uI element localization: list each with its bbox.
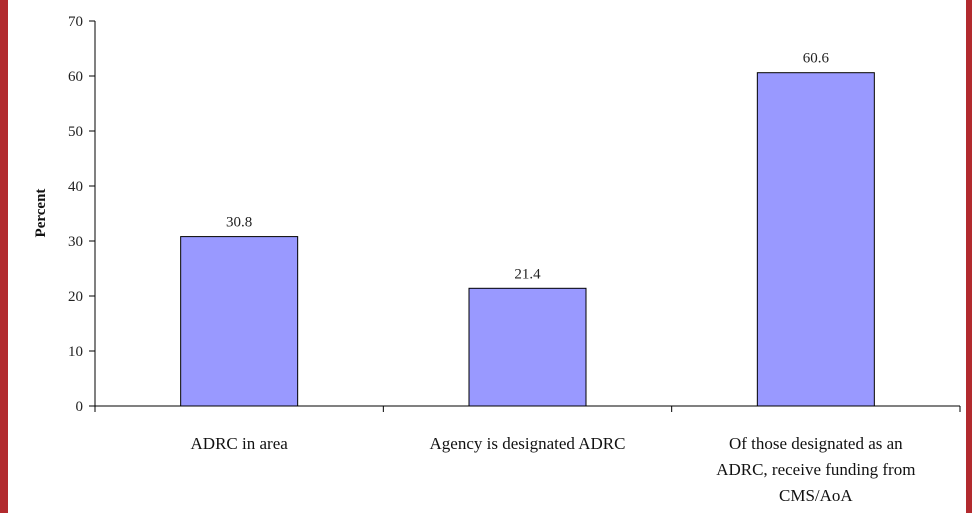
y-tick-label: 20	[68, 289, 83, 305]
bars	[180, 72, 875, 407]
category-label: ADRC, receive funding from	[716, 460, 915, 479]
data-label: 60.6	[803, 51, 830, 67]
y-tick-label: 30	[68, 234, 83, 250]
data-labels: 30.8 21.4 60.6	[226, 51, 829, 283]
data-label: 21.4	[514, 266, 541, 282]
bar	[756, 72, 875, 407]
category-label: Agency is designated ADRC	[430, 434, 626, 453]
y-tick-label: 50	[68, 124, 83, 140]
y-tick-label: 60	[68, 69, 83, 85]
y-axis-title: Percent	[33, 189, 49, 238]
y-tick-label: 10	[68, 344, 83, 360]
category-labels: ADRC in area Agency is designated ADRC Of …	[191, 434, 916, 505]
y-axis-label: Percent	[33, 189, 49, 238]
y-ticks: 0 10 20 30 40 50 60 70	[68, 14, 95, 415]
data-label: 30.8	[226, 215, 252, 231]
bar-chart: Percent 0 10 20 30 40 50 60 70 30.8 21.4 60.6 ADR…	[33, 14, 961, 505]
chart-frame: Percent 0 10 20 30 40 50 60 70 30.8 21.4 60.6 ADR…	[8, 0, 966, 513]
y-tick-label: 40	[68, 179, 83, 195]
bar	[180, 236, 299, 407]
y-tick-label: 0	[76, 399, 84, 415]
y-tick-label: 70	[68, 14, 83, 30]
category-label: CMS/AoA	[779, 486, 853, 505]
bar	[468, 287, 587, 407]
category-label: Of those designated as an	[729, 434, 903, 453]
category-label: ADRC in area	[191, 434, 289, 453]
